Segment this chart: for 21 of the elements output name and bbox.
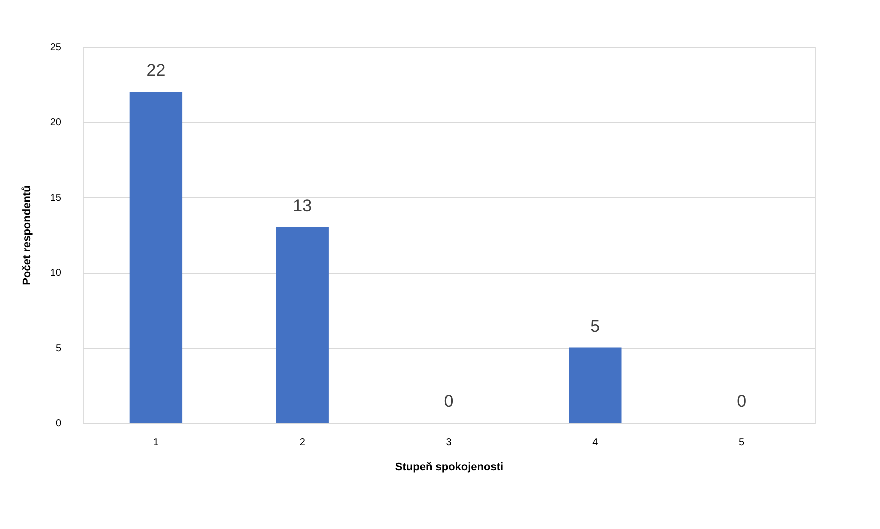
y-tick-label: 20 [50,118,62,129]
y-tick-label: 15 [50,192,62,204]
y-tick-label: 0 [56,418,62,430]
bar [276,227,329,423]
x-tick-label: 1 [153,438,160,448]
bar [130,92,183,423]
y-tick-label: 5 [56,343,62,354]
y-tick-label: 25 [50,42,62,54]
data-label: 13 [293,196,312,216]
x-tick-label: 2 [300,438,306,448]
y-axis-title: Počet respondentů [21,186,34,286]
x-tick-label: 5 [739,438,746,448]
bar [569,348,622,423]
data-label: 0 [444,392,454,411]
x-tick-label: 3 [446,438,452,448]
data-label: 22 [146,61,166,80]
x-tick-label: 4 [592,438,599,448]
data-label: 5 [590,316,600,336]
y-tick-label: 10 [50,268,62,280]
data-label: 0 [737,392,747,411]
x-axis-title: Stupeň spokojenosti [395,462,504,474]
